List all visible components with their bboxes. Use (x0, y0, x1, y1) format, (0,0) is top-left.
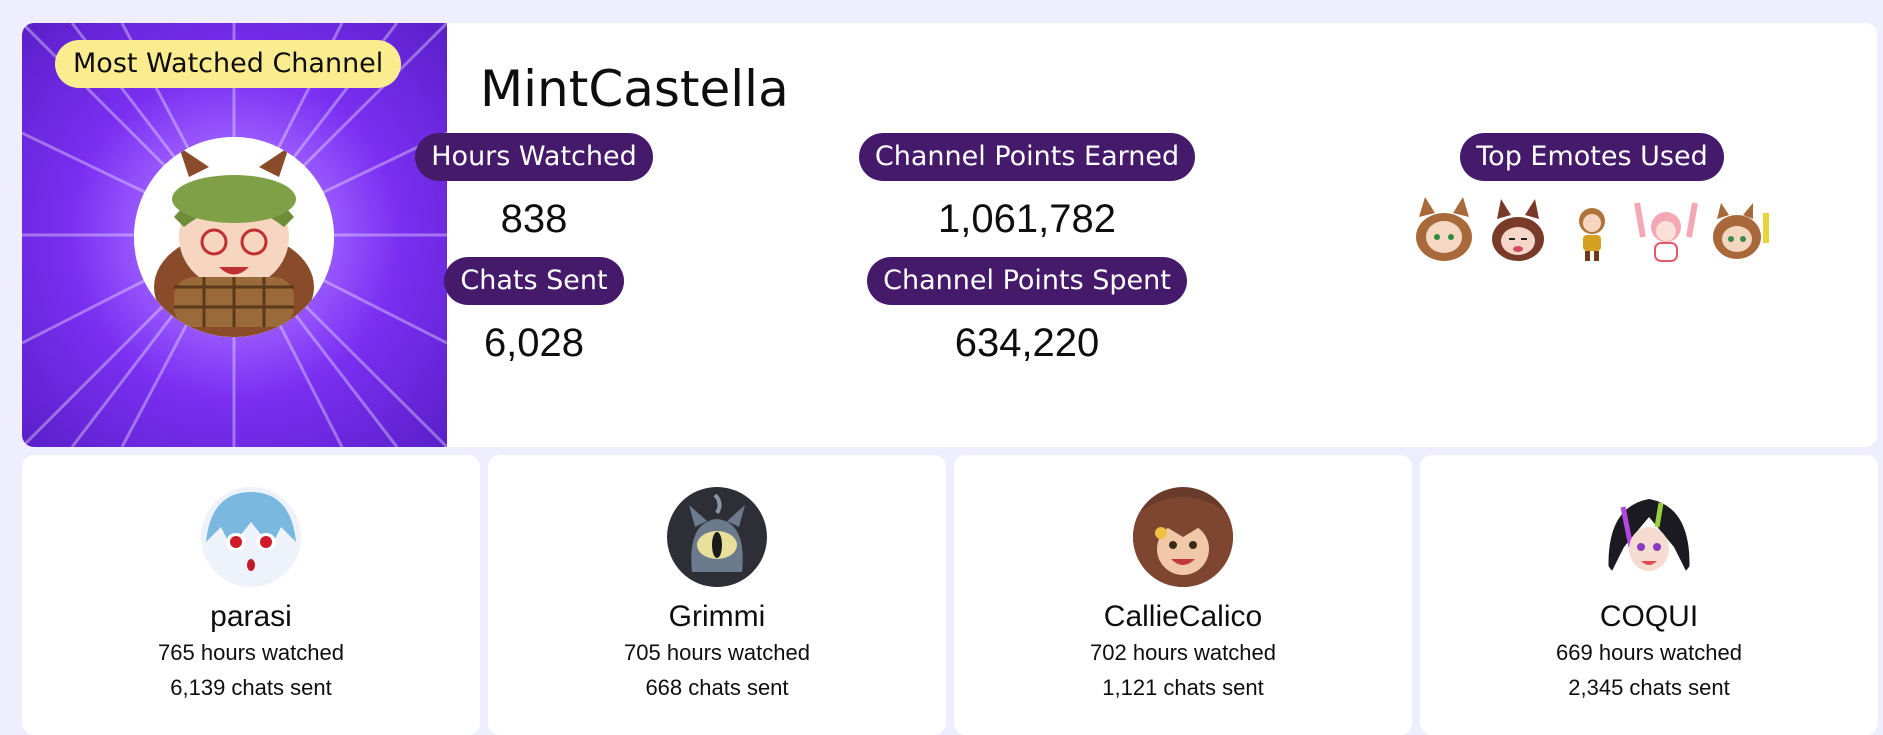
stat-group-points: Channel Points Earned 1,061,782 Channel … (802, 133, 1252, 381)
channel-avatar[interactable] (201, 487, 301, 587)
channel-hours: 705 hours watched (624, 640, 810, 665)
chats-sent-label: Chats Sent (444, 257, 624, 305)
points-spent-label: Channel Points Spent (867, 257, 1187, 305)
featured-channel-name[interactable]: MintCastella (480, 60, 789, 118)
channel-hours: 669 hours watched (1556, 640, 1742, 665)
channel-name: parasi (210, 600, 292, 633)
stat-group-emotes: Top Emotes Used (1377, 133, 1807, 263)
channel-hours: 765 hours watched (158, 640, 344, 665)
channel-name: CallieCalico (1103, 600, 1263, 633)
channel-card[interactable]: parasi 765 hours watched 6,139 chats sen… (22, 455, 480, 735)
channel-card[interactable]: COQUI 669 hours watched 2,345 chats sent (1420, 455, 1878, 735)
channel-hours: 702 hours watched (1090, 640, 1276, 665)
emote-icon[interactable] (1559, 197, 1625, 263)
hours-watched-label: Hours Watched (415, 133, 653, 181)
emote-icon[interactable] (1411, 197, 1477, 263)
points-spent-value: 634,220 (954, 321, 1100, 365)
featured-channel-card: Most Watched Channel MintCastella Hours … (22, 23, 1877, 447)
most-watched-badge: Most Watched Channel (55, 40, 402, 88)
hours-watched-value: 838 (500, 197, 568, 241)
channel-avatar[interactable] (1133, 487, 1233, 587)
emote-icon[interactable] (1633, 197, 1699, 263)
channel-chats: 6,139 chats sent (170, 675, 332, 700)
channel-name: COQUI (1599, 600, 1699, 633)
points-earned-value: 1,061,782 (938, 197, 1116, 241)
emote-icon[interactable] (1485, 197, 1551, 263)
channel-chats: 2,345 chats sent (1568, 675, 1730, 700)
channel-chats: 668 chats sent (645, 675, 789, 700)
points-earned-label: Channel Points Earned (858, 133, 1196, 181)
channel-card[interactable]: CallieCalico 702 hours watched 1,121 cha… (954, 455, 1412, 735)
channel-avatar[interactable] (1599, 487, 1699, 587)
top-emotes-label: Top Emotes Used (1460, 133, 1724, 181)
channel-avatar[interactable] (667, 487, 767, 587)
emote-icon[interactable] (1707, 197, 1773, 263)
stat-group-watch: Hours Watched 838 Chats Sent 6,028 (219, 133, 849, 381)
channel-card[interactable]: Grimmi 705 hours watched 668 chats sent (488, 455, 946, 735)
channel-name: Grimmi (668, 600, 766, 633)
featured-channel-avatar[interactable] (134, 137, 334, 337)
emote-list (1377, 197, 1807, 263)
featured-hero-panel: Most Watched Channel (22, 23, 447, 447)
chats-sent-value: 6,028 (483, 321, 585, 365)
channel-chats: 1,121 chats sent (1102, 675, 1264, 700)
